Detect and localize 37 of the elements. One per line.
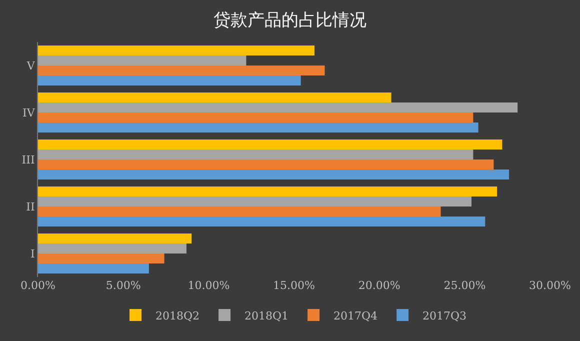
bar bbox=[38, 140, 502, 150]
bar bbox=[38, 186, 498, 197]
bar bbox=[38, 206, 441, 216]
y-tick-label: IV bbox=[22, 106, 36, 120]
bar bbox=[38, 160, 494, 170]
x-tick-label: 10.00% bbox=[188, 279, 230, 292]
legend-label: 2017Q4 bbox=[334, 309, 378, 322]
chart-title: 贷款产品的占比情况 bbox=[214, 10, 366, 31]
x-tick-label: 30.00% bbox=[529, 279, 571, 292]
x-tick-label: 15.00% bbox=[273, 279, 315, 292]
y-tick-label: V bbox=[26, 59, 36, 72]
bar bbox=[38, 46, 314, 56]
bar bbox=[38, 112, 474, 122]
bar bbox=[38, 66, 325, 76]
bar bbox=[38, 122, 478, 132]
y-tick-label: III bbox=[22, 153, 35, 166]
bar bbox=[38, 56, 246, 66]
bar bbox=[38, 196, 472, 206]
x-tick-label: 0.00% bbox=[20, 279, 56, 292]
bar bbox=[38, 92, 392, 103]
x-tick-label: 20.00% bbox=[358, 279, 400, 292]
x-tick-label: 5.00% bbox=[106, 279, 141, 292]
bar bbox=[38, 216, 486, 226]
legend-label: 2018Q2 bbox=[156, 309, 200, 322]
legend-label: 2018Q1 bbox=[244, 309, 289, 322]
y-tick-label: I bbox=[30, 247, 35, 260]
bar bbox=[38, 102, 518, 112]
bar bbox=[38, 75, 301, 86]
bar bbox=[38, 150, 474, 160]
x-tick-label: 25.00% bbox=[444, 279, 486, 292]
bar bbox=[38, 234, 192, 244]
bar bbox=[38, 263, 149, 274]
bar bbox=[38, 254, 164, 264]
bar bbox=[38, 244, 186, 254]
y-tick-label: II bbox=[26, 200, 35, 214]
legend-label: 2017Q3 bbox=[422, 309, 467, 322]
bar bbox=[38, 169, 510, 180]
